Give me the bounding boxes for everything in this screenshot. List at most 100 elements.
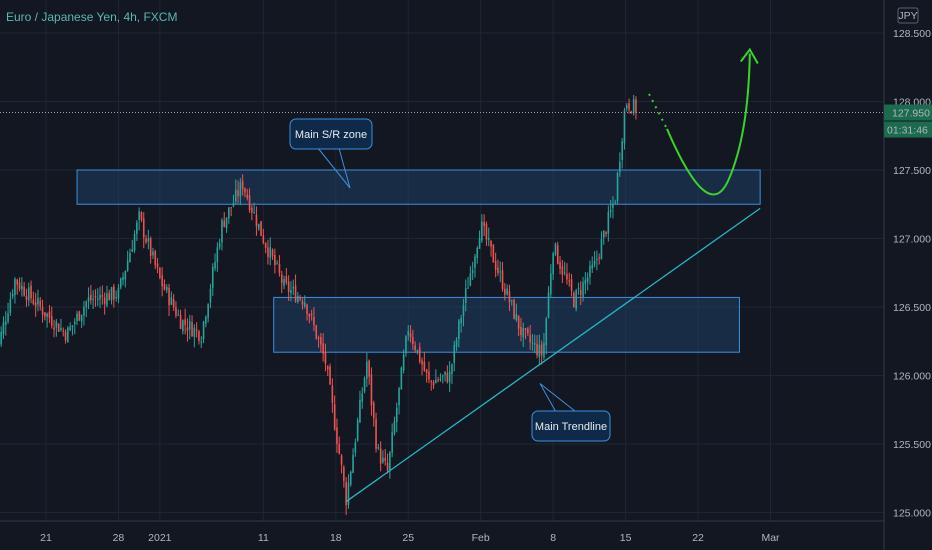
candle-body — [23, 287, 25, 296]
candle-body — [577, 288, 580, 290]
candle-body — [80, 314, 83, 322]
candle-body — [149, 237, 152, 256]
zone-callout-box[interactable] — [289, 118, 373, 150]
zone-callout-label: Main S/R zone — [295, 129, 367, 141]
candle-body — [352, 454, 354, 474]
candle-body — [320, 336, 322, 345]
candle-body — [46, 313, 48, 317]
candle-body — [515, 313, 518, 321]
candle-body — [57, 324, 60, 332]
candle-body — [545, 318, 548, 346]
candle-body — [230, 207, 232, 209]
candle-body — [142, 218, 145, 238]
candle-body — [363, 378, 366, 392]
candle-body — [225, 217, 228, 228]
candle-body — [44, 312, 46, 317]
candle-body — [550, 273, 552, 295]
candle-body — [292, 287, 295, 289]
candle-body — [552, 253, 554, 275]
y-tick-label: 126.000 — [893, 371, 931, 383]
candle-body — [398, 387, 400, 406]
candle-body — [251, 207, 253, 213]
candle-body — [310, 314, 313, 316]
candle-body — [221, 220, 223, 243]
exchange-label: FXCM — [143, 10, 178, 24]
candle-body — [191, 322, 193, 337]
candle-body — [612, 204, 614, 208]
currency-label: JPY — [898, 10, 917, 22]
candle-body — [14, 278, 16, 296]
candle-body — [559, 261, 561, 269]
candle-body — [451, 364, 453, 374]
candle-body — [508, 291, 511, 303]
candle-body — [370, 374, 373, 406]
candle-body — [412, 337, 414, 344]
candle-body — [531, 342, 534, 344]
countdown-value: 01:31:46 — [887, 125, 928, 137]
candle-body — [62, 330, 65, 332]
candle-body — [428, 371, 430, 380]
projection-curve[interactable] — [666, 53, 751, 196]
candle-body — [568, 280, 571, 282]
candle-body — [223, 220, 226, 227]
candle-body — [188, 321, 191, 330]
trendline-callout-box[interactable] — [531, 410, 611, 442]
candle-body — [437, 379, 439, 381]
candle-body — [602, 230, 605, 238]
y-tick-label: 127.000 — [893, 234, 931, 246]
candle-body — [37, 297, 39, 305]
candle-body — [205, 316, 207, 324]
candle-body — [625, 105, 628, 109]
candle-body — [297, 296, 299, 302]
candle-body — [96, 298, 99, 300]
candle-body — [182, 320, 184, 332]
candle-body — [536, 343, 538, 356]
candle-body — [274, 255, 276, 266]
candle-body — [366, 361, 368, 379]
candle-body — [0, 331, 2, 345]
sr-zone-lower[interactable] — [273, 296, 740, 353]
x-tick-label: 28 — [113, 532, 125, 544]
candle-body — [616, 172, 619, 201]
candle-body — [290, 290, 292, 294]
candle-body — [584, 279, 587, 284]
candle-body — [573, 292, 575, 308]
main-trendline[interactable] — [345, 207, 761, 503]
candle-body — [416, 349, 419, 353]
candle-body — [207, 304, 209, 318]
candle-body — [108, 293, 111, 301]
candle-body — [283, 279, 285, 286]
y-tick-label: 126.500 — [893, 302, 931, 314]
currency-button[interactable] — [897, 7, 919, 24]
candle-body — [177, 314, 180, 316]
candle-body — [501, 270, 504, 290]
candle-body — [513, 299, 515, 319]
candle-body — [582, 282, 584, 298]
candle-body — [384, 457, 387, 461]
candle-body — [623, 110, 626, 144]
trendline-callout-label: Main Trendline — [535, 421, 607, 433]
candle-body — [32, 299, 35, 304]
candle-body — [170, 297, 173, 305]
candle-body — [469, 273, 472, 286]
y-tick-label: 125.500 — [893, 439, 931, 451]
candle-body — [533, 343, 536, 345]
sr-zone-main[interactable] — [76, 169, 761, 205]
candle-body — [382, 457, 384, 463]
candle-body — [324, 351, 327, 364]
candle-body — [2, 322, 5, 334]
candle-body — [600, 239, 603, 260]
candle-body — [280, 274, 283, 283]
candle-body — [25, 296, 28, 300]
candle-body — [18, 282, 21, 289]
candle-body — [326, 366, 329, 370]
candle-body — [462, 305, 465, 317]
candle-body — [375, 419, 377, 449]
candle-body — [372, 402, 375, 419]
candle-body — [492, 245, 495, 263]
x-tick-label: Mar — [761, 532, 780, 544]
candle-body — [543, 342, 545, 358]
candle-body — [303, 302, 306, 307]
candle-body — [368, 360, 370, 377]
